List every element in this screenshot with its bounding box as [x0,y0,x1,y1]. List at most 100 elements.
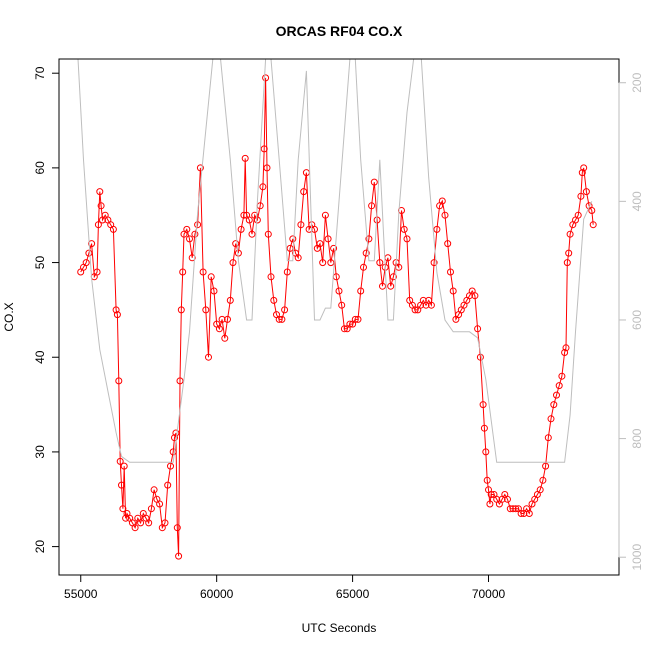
co-point [218,315,226,323]
co-point [483,476,491,484]
co-point [215,325,223,333]
x-tick-label: 70000 [472,587,506,601]
co-point [300,188,308,196]
co-point [438,197,446,205]
co-point [365,235,373,243]
x-axis: 55000 60000 65000 70000 [64,574,506,601]
co-point [270,296,278,304]
co-point [562,344,570,352]
y2-tick-label: 1000 [630,544,644,571]
co-point [542,462,550,470]
co-point [232,240,240,248]
co-point [264,230,272,238]
co-point [433,225,441,233]
co-point [240,211,248,219]
y-tick-label: 70 [33,66,47,80]
co-point [221,334,229,342]
co-point [113,311,121,319]
co-point [441,211,449,219]
co-point [351,315,359,323]
co-point [447,268,454,276]
co-point [150,486,158,494]
co-point [196,164,204,172]
co-point [411,306,419,314]
co-point [96,188,104,196]
co-point [97,202,105,210]
co-point [241,154,249,162]
co-point [580,164,588,172]
co-point [202,306,210,314]
co-point [340,325,348,333]
co-point [338,301,346,309]
co-point [321,211,329,219]
co-point [480,424,488,432]
co-point [248,230,256,238]
co-point [558,372,566,380]
co-point [176,377,184,385]
co-point [145,519,153,527]
co-point [186,235,193,243]
y-tick-label: 40 [33,350,47,364]
co-point [471,292,479,300]
co-line [80,77,594,557]
co-point [205,353,212,361]
co-point [486,500,494,508]
co-point [368,202,376,210]
co-point [109,225,117,233]
co-point [260,145,268,153]
co-point [588,207,596,214]
co-point [156,500,164,508]
pressure-series [77,59,593,463]
y-tick-label: 20 [33,540,47,554]
co-point [172,429,180,437]
co-point [362,249,370,257]
co-point [509,505,517,513]
co-point [506,505,514,513]
co-point [131,524,139,532]
co-point [346,320,354,328]
co-point [427,301,435,309]
co-point [324,235,332,243]
co-point [191,230,199,238]
pressure-line [77,59,593,463]
co-point [188,254,196,262]
co-point [547,415,555,423]
co-point [403,235,411,243]
y-tick-label: 50 [33,256,47,270]
y2-tick-label: 200 [630,72,644,92]
co-point [112,306,120,314]
co-point [289,235,297,243]
y2-axis: 200 400 600 800 1000 [618,72,644,571]
co-point [479,401,487,409]
y2-tick-label: 400 [630,191,644,211]
co-point [449,287,457,295]
co-point [278,315,286,323]
co-point [525,510,533,517]
co-point [504,495,511,503]
x-tick-label: 55000 [64,587,98,601]
co-point [555,382,563,390]
co-point [389,273,397,281]
co-point [183,225,191,233]
co-point [267,273,275,281]
y2-tick-label: 600 [630,310,644,330]
co-point [169,448,177,456]
co-point [116,457,124,465]
co-point [263,164,271,172]
y-axis: 20 30 40 50 60 70 [33,66,60,554]
co-point [122,514,130,522]
co-point [444,240,452,248]
x-axis-label: UTC Seconds [302,621,377,635]
co-point [179,268,187,276]
co-point [370,178,378,186]
co-point [430,259,438,267]
co-point [262,74,270,82]
co-point [566,230,574,238]
co-point [167,462,174,470]
co-point [115,377,123,385]
co-point [259,183,267,191]
x-tick-label: 65000 [336,587,370,601]
co-point [164,481,172,489]
co-point [550,401,558,409]
co-point [275,315,283,323]
